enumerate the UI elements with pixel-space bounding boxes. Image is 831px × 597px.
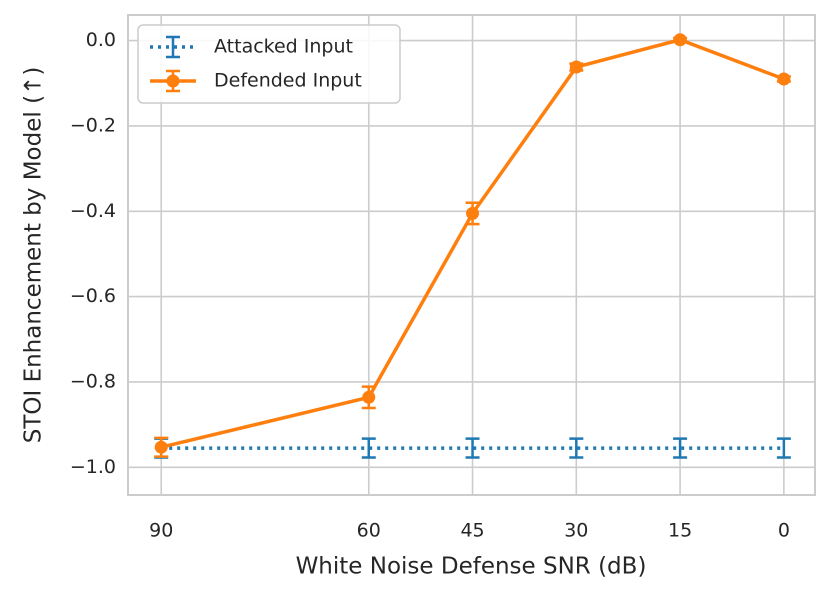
legend-box <box>137 24 401 104</box>
error-bar <box>776 437 791 459</box>
marker <box>154 440 168 454</box>
legend-label: Attacked Input <box>214 36 353 58</box>
x-axis-label: White Noise Defense SNR (dB) <box>296 554 647 580</box>
y-tick-label: −0.2 <box>70 114 116 136</box>
y-tick-label: 0.0 <box>86 29 116 51</box>
y-axis-label: STOI Enhancement by Model (↑) <box>21 67 47 444</box>
legend-errorbar <box>166 35 180 59</box>
y-tick-label: −0.6 <box>70 285 116 307</box>
y-tick-label: −1.0 <box>70 456 116 478</box>
y-tick-label: −0.8 <box>70 370 116 392</box>
marker <box>569 60 583 74</box>
x-tick-label: 45 <box>460 520 484 542</box>
marker <box>673 33 687 47</box>
legend: Attacked Input Defended Input <box>137 24 401 104</box>
y-tick-label: −0.4 <box>70 200 116 222</box>
error-bar <box>569 437 584 459</box>
error-bar <box>465 437 480 459</box>
line <box>160 37 785 449</box>
marker <box>777 72 791 86</box>
x-tick-label: 30 <box>564 520 588 542</box>
x-tick-label: 0 <box>778 520 790 542</box>
legend-marker <box>166 74 180 88</box>
legend-label: Defended Input <box>214 70 362 92</box>
error-bar <box>361 437 376 459</box>
marker <box>466 206 480 220</box>
x-tick-label: 15 <box>668 520 692 542</box>
x-tick-label: 60 <box>357 520 381 542</box>
x-tick-label: 90 <box>149 520 173 542</box>
error-bar <box>673 437 688 459</box>
plot-frame <box>127 14 816 496</box>
marker <box>362 390 376 404</box>
